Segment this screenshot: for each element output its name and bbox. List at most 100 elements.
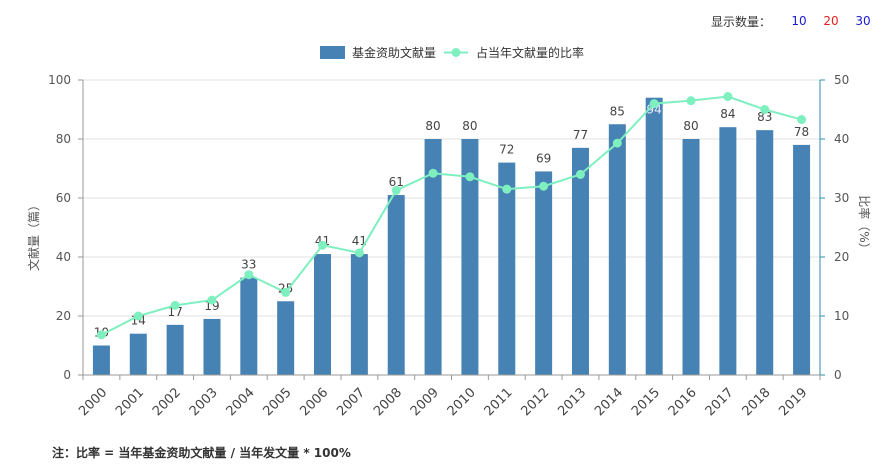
bar bbox=[535, 171, 553, 375]
bar-value-label: 80 bbox=[683, 119, 698, 133]
y-right-tick-label: 20 bbox=[834, 250, 849, 264]
bar bbox=[682, 139, 700, 375]
bar-value-label: 84 bbox=[720, 107, 735, 121]
y-right-tick-label: 0 bbox=[834, 368, 842, 382]
y-left-tick-label: 20 bbox=[56, 309, 71, 323]
bar bbox=[461, 139, 479, 375]
bar bbox=[793, 144, 811, 375]
ratio-point bbox=[649, 99, 659, 109]
y-left-tick-label: 0 bbox=[63, 368, 71, 382]
x-tick-label: 2011 bbox=[482, 385, 516, 419]
ratio-point bbox=[133, 311, 143, 321]
ratio-point bbox=[760, 105, 770, 114]
bar bbox=[424, 139, 442, 375]
y-right-tick-label: 40 bbox=[834, 132, 849, 146]
ratio-point bbox=[244, 270, 254, 280]
ratio-point bbox=[465, 172, 475, 182]
y-right-tick-label: 50 bbox=[834, 73, 849, 87]
bar-value-label: 80 bbox=[425, 119, 440, 133]
bar bbox=[277, 301, 295, 375]
bar bbox=[92, 345, 110, 375]
x-tick-label: 2003 bbox=[187, 385, 221, 419]
bar-value-label: 33 bbox=[241, 258, 256, 272]
y-left-tick-label: 80 bbox=[56, 132, 71, 146]
x-tick-label: 2005 bbox=[260, 385, 294, 419]
bar bbox=[608, 124, 626, 375]
x-tick-label: 2019 bbox=[776, 385, 810, 419]
y-left-tick-label: 40 bbox=[56, 250, 71, 264]
ratio-point bbox=[723, 92, 733, 102]
bar bbox=[240, 277, 258, 375]
y-left-tick-label: 100 bbox=[48, 73, 71, 87]
ratio-point bbox=[281, 287, 291, 297]
legend-bar-swatch[interactable] bbox=[320, 46, 345, 59]
ratio-point bbox=[318, 240, 328, 250]
bar-value-label: 19 bbox=[204, 299, 219, 313]
ratio-point bbox=[539, 181, 549, 191]
ratio-point bbox=[207, 295, 217, 305]
ratio-point bbox=[354, 248, 364, 258]
x-tick-label: 2007 bbox=[334, 385, 368, 419]
x-tick-label: 2014 bbox=[592, 385, 626, 419]
bar bbox=[166, 324, 184, 375]
bar bbox=[350, 254, 368, 375]
x-tick-label: 2013 bbox=[555, 385, 589, 419]
ratio-point bbox=[612, 138, 622, 148]
legend-line-label[interactable]: 占当年文献量的比率 bbox=[476, 45, 584, 60]
chart-legend: 基金资助文献量 占当年文献量的比率 bbox=[320, 45, 584, 60]
bar bbox=[571, 147, 589, 375]
x-tick-label: 2016 bbox=[666, 385, 700, 419]
x-tick-label: 2012 bbox=[518, 385, 552, 419]
bar bbox=[719, 127, 737, 375]
ratio-point bbox=[391, 185, 401, 195]
x-tick-label: 2002 bbox=[150, 385, 184, 419]
x-tick-label: 2010 bbox=[445, 385, 479, 419]
bar bbox=[203, 318, 221, 375]
x-tick-label: 2001 bbox=[113, 385, 147, 419]
ratio-point bbox=[96, 330, 106, 340]
bar-value-label: 61 bbox=[389, 175, 404, 189]
x-tick-label: 2004 bbox=[224, 385, 258, 419]
bar bbox=[387, 195, 405, 375]
y-left-tick-label: 60 bbox=[56, 191, 71, 205]
bar-value-label: 41 bbox=[352, 234, 367, 248]
ratio-point bbox=[797, 115, 807, 125]
bar-value-label: 17 bbox=[167, 305, 182, 319]
bar bbox=[498, 162, 516, 375]
display-count-option-20[interactable]: 20 bbox=[823, 14, 839, 28]
ratio-line bbox=[100, 95, 802, 336]
bar-value-label: 80 bbox=[462, 119, 477, 133]
ratio-point bbox=[170, 300, 180, 310]
x-tick-label: 2000 bbox=[76, 385, 110, 419]
y-right-tick-label: 10 bbox=[834, 309, 849, 323]
bar-value-label: 83 bbox=[757, 110, 772, 124]
bar-value-labels: 1014171933254141618080726977859480848378 bbox=[94, 103, 809, 340]
bar-series bbox=[92, 97, 811, 375]
y-axis-right-title: 比率（%） bbox=[857, 195, 872, 254]
display-count-option-10[interactable]: 10 bbox=[791, 14, 807, 28]
bar-value-label: 85 bbox=[610, 104, 625, 118]
display-count-selector: 显示数量： 10 20 30 bbox=[711, 12, 879, 30]
bar-value-label: 72 bbox=[499, 143, 514, 157]
display-count-label: 显示数量： bbox=[710, 14, 771, 29]
bar-value-label: 77 bbox=[573, 128, 588, 142]
x-tick-label: 2018 bbox=[740, 385, 774, 419]
legend-bar-label[interactable]: 基金资助文献量 bbox=[352, 45, 436, 60]
y-axis-left-title: 文献量（篇） bbox=[26, 199, 41, 271]
bar-value-label: 94 bbox=[647, 103, 662, 117]
x-tick-label: 2008 bbox=[371, 385, 405, 419]
ratio-line-series bbox=[96, 92, 807, 340]
funding-chart: 基金资助文献量 占当年文献量的比率 1014171933254141618080… bbox=[26, 45, 872, 419]
ratio-point bbox=[428, 168, 438, 178]
x-tick-label: 2009 bbox=[408, 385, 442, 419]
bar bbox=[129, 333, 147, 375]
bar-value-label: 69 bbox=[536, 151, 551, 165]
display-count-option-30[interactable]: 30 bbox=[855, 14, 871, 28]
bar bbox=[756, 130, 774, 375]
x-tick-label: 2006 bbox=[297, 385, 331, 419]
bar bbox=[314, 254, 332, 375]
ratio-point bbox=[686, 96, 696, 106]
bar-value-label: 78 bbox=[794, 125, 809, 139]
x-tick-label: 2017 bbox=[703, 385, 737, 419]
legend-line-marker[interactable] bbox=[451, 48, 461, 57]
